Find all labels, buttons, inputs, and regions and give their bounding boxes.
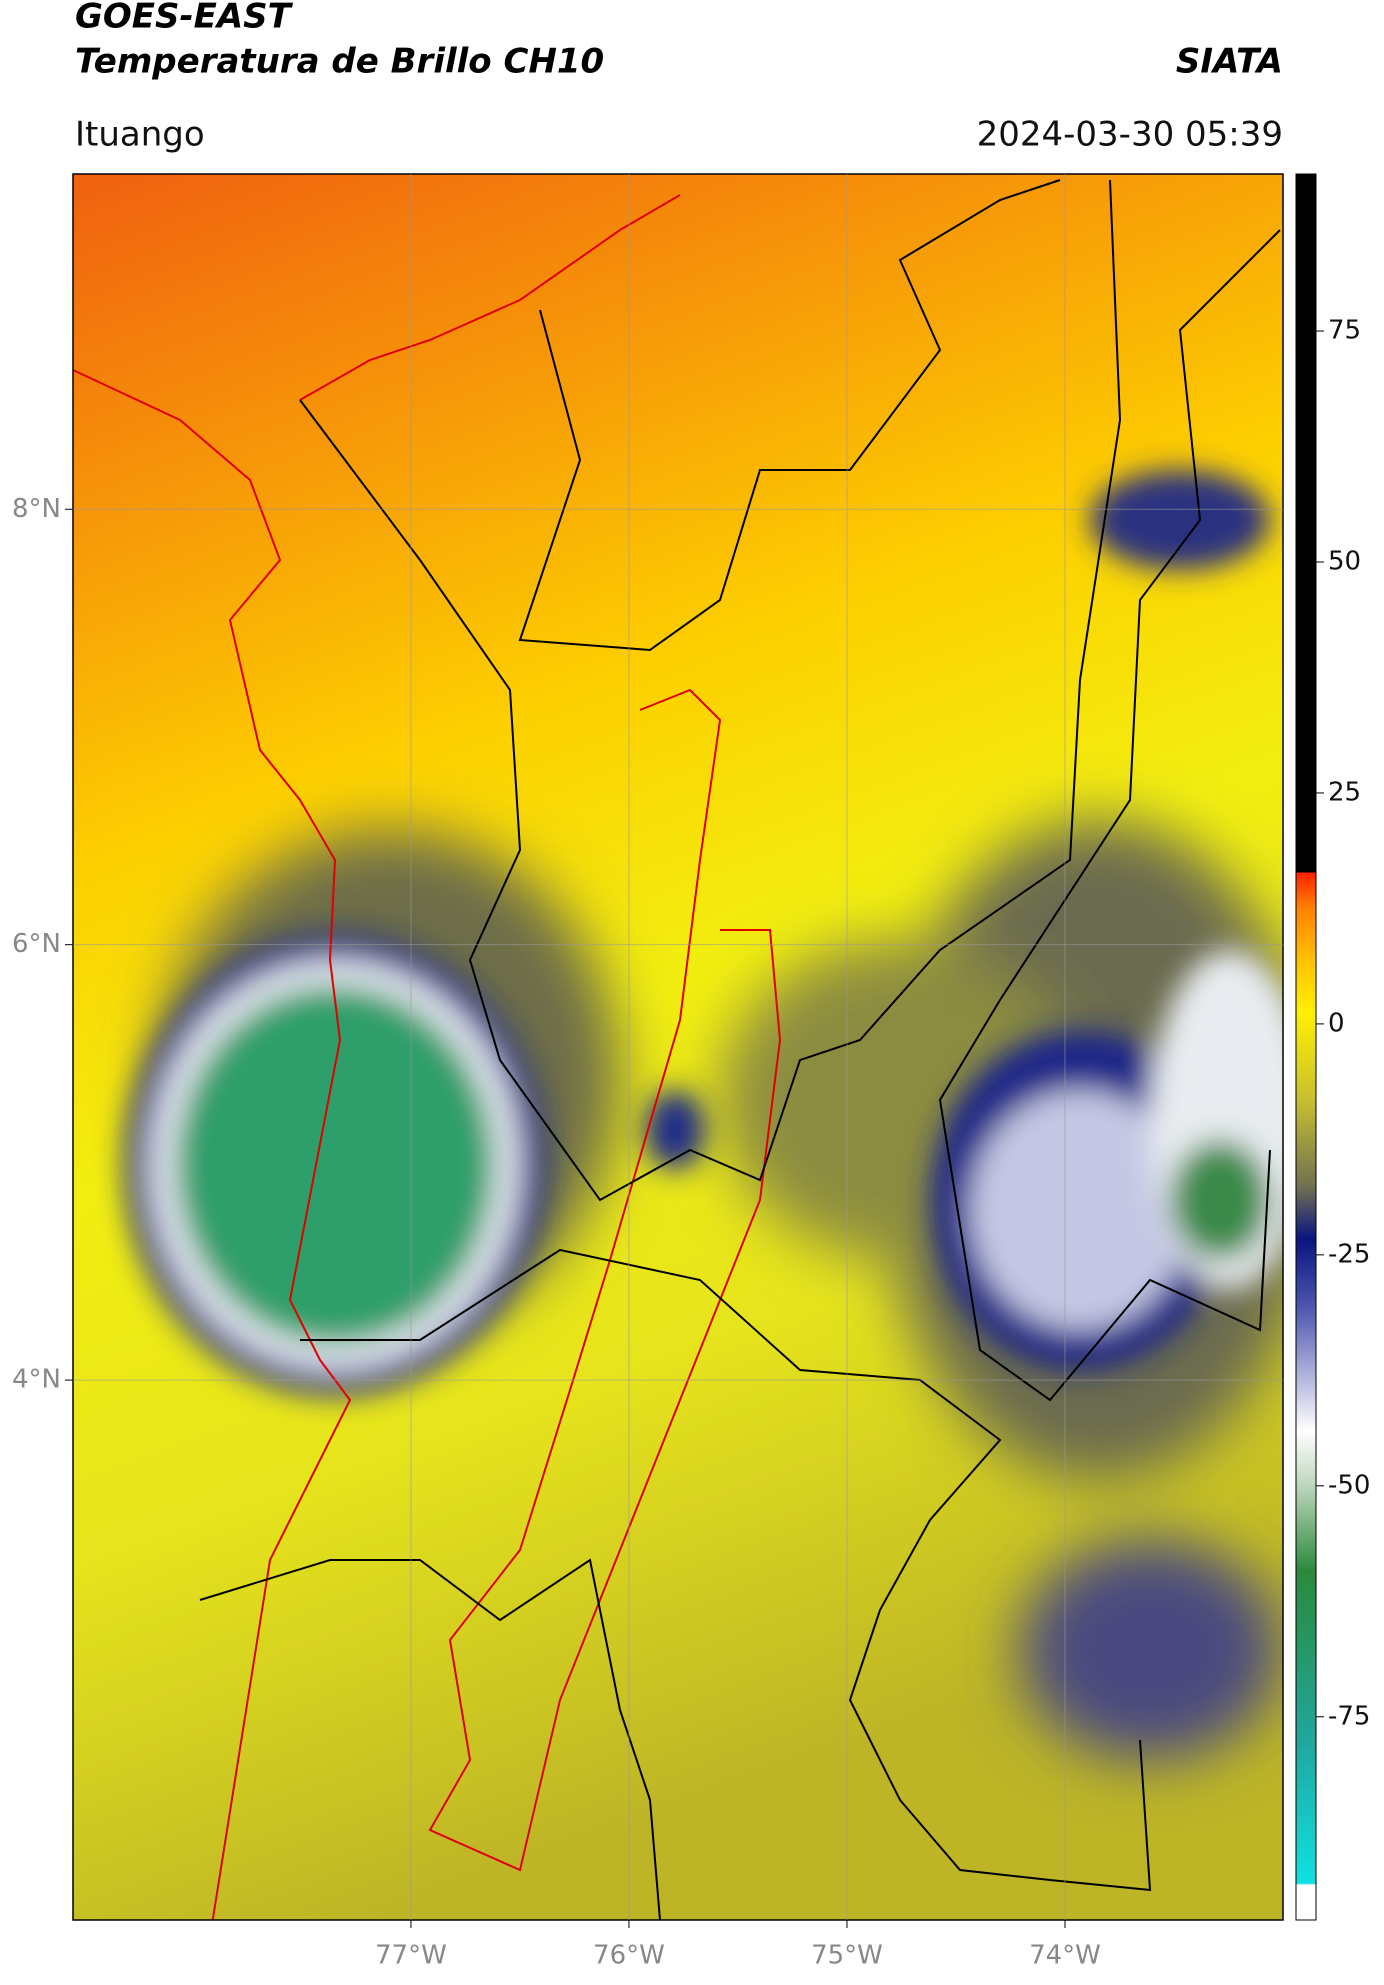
source: SIATA: [1176, 42, 1283, 82]
colorbar-tick-label: -50: [1328, 1470, 1370, 1500]
datetime: 2024-03-30 05:39: [977, 115, 1283, 155]
colorbar-tick-label: 0: [1328, 1008, 1345, 1038]
colorbar-tick-label: 25: [1328, 777, 1361, 807]
satellite-image: [73, 174, 1283, 1920]
title: GOES-EAST: [75, 0, 294, 37]
x-tick-label: 76°W: [593, 1941, 665, 1971]
x-tick-label: 77°W: [375, 1941, 447, 1971]
colorbar-tick-label: 50: [1328, 547, 1361, 577]
x-tick-label: 75°W: [811, 1941, 883, 1971]
subtitle: Temperatura de Brillo CH10: [75, 42, 604, 82]
y-tick-label: 6°N: [12, 929, 61, 959]
colorbar-tick-label: -75: [1328, 1701, 1370, 1731]
colorbar: [1295, 173, 1317, 1921]
y-tick-label: 4°N: [12, 1365, 61, 1395]
location: Ituango: [75, 115, 205, 155]
x-tick-label: 74°W: [1029, 1941, 1101, 1971]
colorbar-tick-label: 75: [1328, 316, 1361, 346]
colorbar-tick-label: -25: [1328, 1239, 1370, 1269]
y-tick-label: 8°N: [12, 494, 61, 524]
map-frame: [72, 173, 1284, 1921]
